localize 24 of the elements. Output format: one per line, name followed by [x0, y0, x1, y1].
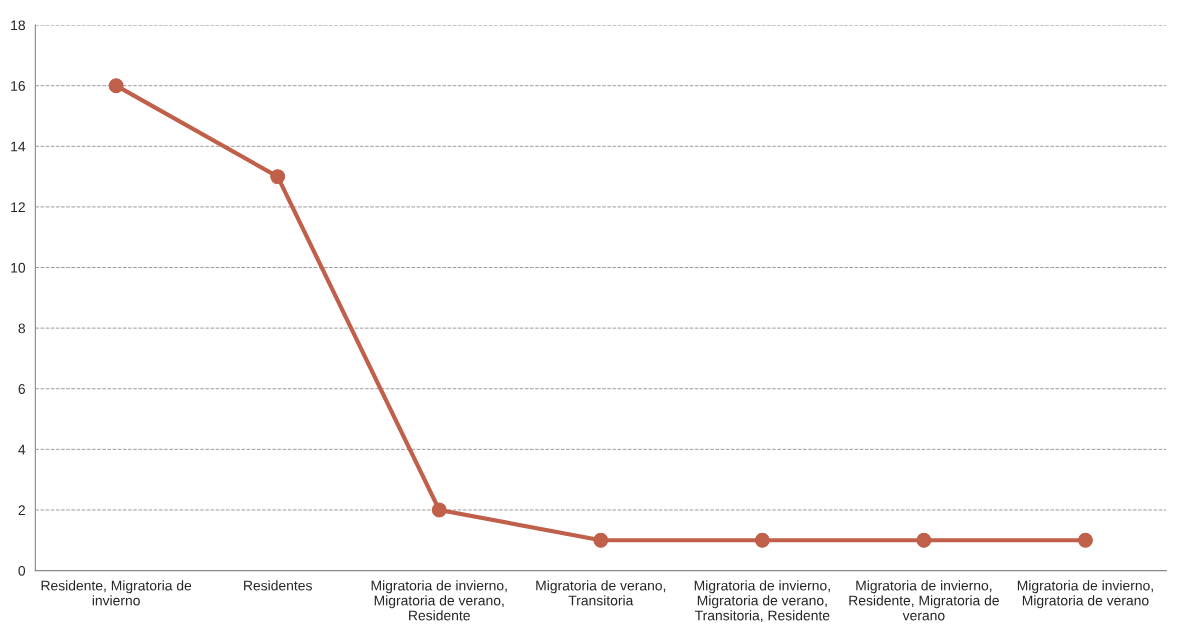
y-tick-label: 16: [11, 81, 26, 91]
point: [108, 78, 124, 94]
x-tick-label: Residente, Migratoria de invierno: [41, 580, 192, 606]
point: [431, 502, 447, 518]
y-tick-label: 8: [18, 323, 26, 334]
x-tick-label: Migratoria de invierno, Migratoria de verano: [1017, 580, 1153, 609]
y-tick-label: 12: [11, 202, 25, 212]
y-tick-label: 14: [11, 141, 26, 152]
x-tick-label: Migratoria de invierno, Residente, Migratoria de verano: [849, 580, 999, 621]
x-tick-label: Migratoria de verano, Transitoria: [536, 580, 666, 606]
y-tick-label: 6: [18, 384, 26, 394]
x-tick-label: Migratoria de invierno, Migratoria de verano, Transitoria, Residente: [694, 580, 830, 623]
y-tick-label: 10: [11, 262, 26, 273]
y-tick-label: 18: [11, 20, 26, 31]
point: [754, 532, 770, 548]
x-tick-label: Migratoria de invierno, Migratoria de verano, Residente: [371, 580, 507, 621]
point: [270, 169, 286, 185]
y-tick-label: 0: [18, 565, 26, 576]
y-tick-label: 4: [18, 444, 26, 455]
point: [593, 532, 609, 548]
y-tick-label: 2: [18, 505, 25, 515]
x-tick-label: Residentes: [244, 580, 312, 591]
point: [916, 532, 932, 548]
point: [1077, 532, 1093, 548]
